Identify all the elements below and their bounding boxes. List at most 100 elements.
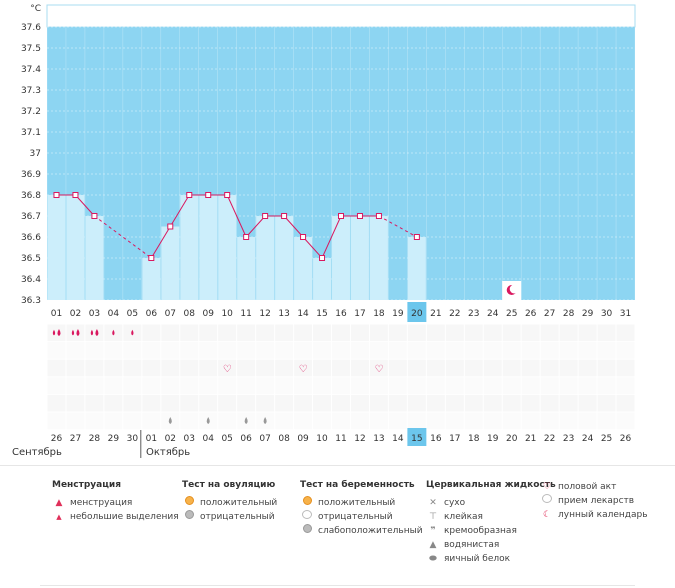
- temperature-bar: [332, 216, 350, 300]
- legend-item-label: яичный белок: [444, 554, 511, 564]
- cycle-day-label: 21: [430, 309, 441, 319]
- symbol-grid-cell: [104, 394, 123, 412]
- symbol-grid-cell: [180, 377, 199, 394]
- symbol-grid-cell: [426, 377, 445, 394]
- menstruation-drop-icon: [112, 329, 115, 336]
- symbol-grid-cell: [388, 394, 407, 412]
- symbol-grid-cell: [313, 412, 332, 430]
- cycle-day-label: 26: [525, 309, 537, 319]
- legend-item-label: клейкая: [444, 512, 483, 522]
- legend-ovulation-title: Тест на овуляцию: [182, 480, 276, 490]
- symbol-grid-cell: [369, 324, 388, 342]
- symbol-grid-cell: [388, 377, 407, 394]
- symbol-grid-cell: [540, 342, 559, 359]
- legend-pregnancy-title: Тест на беременность: [300, 480, 415, 490]
- symbol-grid-cell: [578, 359, 597, 377]
- cycle-day-label: 02: [70, 309, 81, 319]
- symbol-grid-cell: [218, 324, 237, 342]
- symbol-grid-cell: [502, 412, 521, 430]
- temperature-bar: [85, 216, 104, 300]
- symbol-grid-cell: [218, 412, 237, 430]
- legend-item: отрицательный: [300, 510, 423, 524]
- ovulation-negative-icon: [182, 510, 196, 524]
- symbol-grid-cell: [47, 412, 66, 430]
- symbol-grid-cell: [616, 324, 635, 342]
- legend-fluid: Цервикальная жидкость ✕ сухо ⊤ клейкая ❞ кр…: [426, 480, 556, 566]
- legend-item: ▲ водянистая: [426, 538, 556, 552]
- symbol-grid-cell: [332, 342, 350, 359]
- temperature-point: [53, 192, 60, 198]
- ovulation-positive-icon: [182, 496, 196, 510]
- symbol-grid-cell: [161, 342, 180, 359]
- pill-icon: [540, 494, 554, 508]
- temperature-line-segment: [302, 236, 323, 259]
- symbol-grid-cell: [483, 324, 502, 342]
- calendar-date-label: 15: [411, 434, 422, 444]
- calendar-date-label: 17: [449, 434, 460, 444]
- symbol-grid-cell: [464, 359, 483, 377]
- legend-item: отрицательный: [182, 510, 277, 524]
- symbol-grid-cell: [123, 412, 142, 430]
- symbol-grid-cell: [597, 394, 616, 412]
- symbol-grid-cell: [85, 412, 104, 430]
- symbol-grid-cell: [559, 394, 578, 412]
- symbol-grid-cell: [199, 359, 218, 377]
- symbol-grid-cell: [47, 324, 66, 342]
- symbol-grid-cell: [142, 359, 161, 377]
- spotting-icon: ▲: [56, 513, 62, 521]
- y-tick-label: 37.6: [21, 23, 41, 33]
- symbol-grid-cell: [85, 394, 104, 412]
- symbol-grid-cell: [407, 342, 426, 359]
- symbol-grid-cell: [142, 377, 161, 394]
- symbol-grid-cell: [218, 394, 237, 412]
- temperature-bar: [218, 195, 237, 300]
- legend-item-label: половой акт: [558, 482, 617, 492]
- cycle-day-label: 27: [544, 309, 555, 319]
- legend-item-label: менструация: [70, 498, 133, 508]
- cycle-day-label: 15: [316, 309, 327, 319]
- symbol-grid-cell: [161, 324, 180, 342]
- symbol-grid-cell: [350, 394, 369, 412]
- symbol-grid-cell: [237, 377, 256, 394]
- symbol-grid-cell: [237, 359, 256, 377]
- intercourse-heart-icon: ♡: [374, 364, 383, 375]
- heavy-flow-icon: ▲: [55, 498, 63, 508]
- symbol-grid-cell: [426, 342, 445, 359]
- symbol-grid-cell: [445, 377, 464, 394]
- symbol-grid-cell: [237, 394, 256, 412]
- symbol-grid-cell: [142, 394, 161, 412]
- symbol-grid-cell: [578, 377, 597, 394]
- y-tick-label: 37: [30, 149, 41, 159]
- symbol-grid-cell: [180, 359, 199, 377]
- y-tick-label: 37.2: [21, 107, 41, 117]
- symbol-grid-cell: [521, 377, 540, 394]
- cycle-day-label: 04: [108, 309, 120, 319]
- symbol-grid-cell: [66, 324, 85, 342]
- calendar-date-label: 26: [620, 434, 632, 444]
- symbol-grid-cell: [464, 412, 483, 430]
- symbol-grid-cell: [483, 377, 502, 394]
- menstruation-drop-icon: [57, 329, 61, 336]
- symbol-grid-cell: [180, 342, 199, 359]
- symbol-grid-cell: [464, 394, 483, 412]
- highlight-date-cell: [407, 428, 427, 446]
- symbol-grid-cell: [294, 342, 313, 359]
- calendar-date-label: 26: [51, 434, 63, 444]
- symbol-grid-cell: [483, 359, 502, 377]
- temperature-bar: [237, 237, 256, 300]
- symbol-grid-cell: [578, 412, 597, 430]
- symbol-grid-cell: [388, 342, 407, 359]
- temperature-point: [72, 192, 79, 198]
- pregnancy-negative-icon: [300, 510, 314, 524]
- temperature-point: [338, 213, 344, 219]
- symbol-grid-cell: [502, 394, 521, 412]
- calendar-date-label: 12: [354, 434, 365, 444]
- temperature-line-segment: [378, 215, 418, 238]
- y-tick-label: 36.6: [21, 233, 41, 243]
- symbol-grid-cell: [275, 412, 294, 430]
- temperature-bar: [180, 195, 199, 300]
- calendar-date-label: 01: [146, 434, 157, 444]
- symbol-grid-cell: [521, 342, 540, 359]
- temperature-bar: [407, 237, 426, 300]
- symbol-grid-cell: [540, 412, 559, 430]
